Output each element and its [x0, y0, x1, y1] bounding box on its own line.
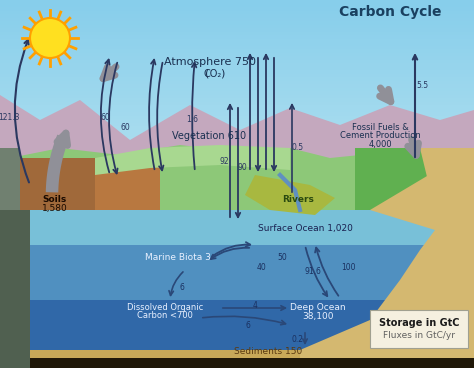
Text: 100: 100	[341, 263, 355, 272]
Text: CO₂: CO₂	[204, 69, 222, 79]
Bar	[0, 358, 474, 368]
Text: ): )	[220, 69, 224, 79]
Text: 60: 60	[120, 124, 130, 132]
Text: 90: 90	[237, 163, 247, 173]
Text: 60: 60	[100, 113, 110, 123]
Text: Dissolved Organic: Dissolved Organic	[127, 304, 203, 312]
Text: 5.5: 5.5	[416, 81, 428, 89]
Text: (: (	[205, 69, 209, 79]
Text: 0.2: 0.2	[292, 336, 304, 344]
Bar	[370, 310, 468, 348]
Text: Cement Production: Cement Production	[340, 131, 420, 141]
Text: Atmosphere 750: Atmosphere 750	[164, 57, 256, 67]
Text: 0.5: 0.5	[292, 144, 304, 152]
Text: Deep Ocean: Deep Ocean	[290, 304, 346, 312]
Text: 6: 6	[180, 283, 184, 293]
Polygon shape	[0, 148, 20, 210]
Text: 40: 40	[257, 263, 267, 272]
Text: 91.6: 91.6	[305, 268, 321, 276]
Polygon shape	[95, 158, 160, 210]
Text: Fluxes in GtC/yr: Fluxes in GtC/yr	[383, 332, 455, 340]
Bar	[0, 210, 474, 245]
Text: 92: 92	[219, 158, 229, 166]
Text: Soils: Soils	[43, 195, 67, 205]
Polygon shape	[300, 148, 474, 368]
Polygon shape	[95, 145, 290, 175]
Text: Sediments 150: Sediments 150	[234, 347, 302, 357]
Bar	[0, 300, 474, 350]
Text: Surface Ocean 1,020: Surface Ocean 1,020	[257, 223, 353, 233]
Text: 121.3: 121.3	[0, 113, 20, 123]
Text: 1.6: 1.6	[186, 116, 198, 124]
Polygon shape	[0, 95, 474, 175]
Polygon shape	[0, 210, 30, 368]
Text: 6: 6	[246, 321, 250, 329]
Text: 50: 50	[277, 254, 287, 262]
Text: 4: 4	[253, 301, 257, 309]
Polygon shape	[0, 158, 95, 210]
Text: 4,000: 4,000	[368, 139, 392, 149]
Text: Carbon <700: Carbon <700	[137, 311, 193, 321]
Text: Carbon Cycle: Carbon Cycle	[339, 5, 441, 19]
Polygon shape	[245, 175, 335, 215]
Text: Marine Biota 3: Marine Biota 3	[145, 254, 211, 262]
Text: Fossil Fuels &: Fossil Fuels &	[352, 124, 409, 132]
Bar	[0, 350, 474, 368]
Polygon shape	[355, 148, 474, 210]
Text: Rivers: Rivers	[282, 195, 314, 205]
Bar	[0, 245, 474, 300]
Polygon shape	[420, 148, 474, 210]
Polygon shape	[0, 145, 474, 210]
Text: Storage in GtC: Storage in GtC	[379, 318, 459, 328]
Circle shape	[30, 18, 70, 58]
Text: 38,100: 38,100	[302, 311, 334, 321]
Text: Vegetation 610: Vegetation 610	[172, 131, 246, 141]
Text: 1,580: 1,580	[42, 204, 68, 212]
